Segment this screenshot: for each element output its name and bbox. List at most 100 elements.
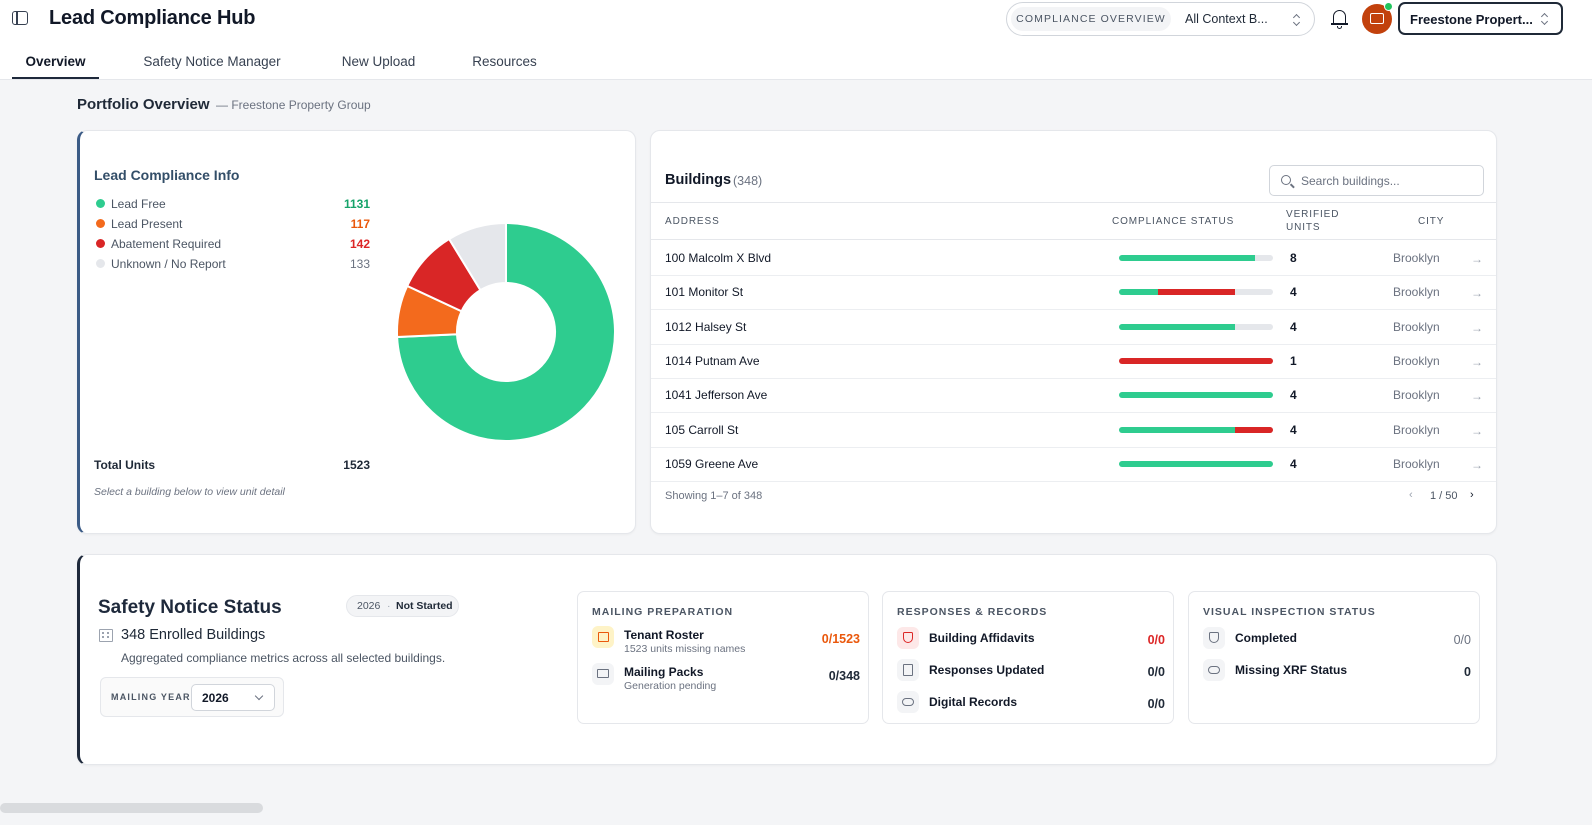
chat-button[interactable] <box>1362 2 1393 34</box>
badge-separator: · <box>387 600 391 612</box>
responses-records-panel: RESPONSES & RECORDS Building Affidavits … <box>882 591 1174 724</box>
detail-hint: Select a building below to view unit det… <box>94 486 285 498</box>
cloud-upload-icon <box>1203 659 1225 681</box>
enrolled-buildings: 348 Enrolled Buildings <box>121 627 266 643</box>
sidebar-toggle-icon[interactable] <box>12 11 28 25</box>
legend-label: Lead Present <box>111 217 183 231</box>
tab-safety-notice-manager[interactable]: Safety Notice Manager <box>143 54 281 69</box>
status-lead-free-segment <box>1119 255 1255 261</box>
mailing-year-label: MAILING YEAR <box>111 692 191 702</box>
donut-slice-unknown-no-report[interactable] <box>447 221 507 292</box>
top-bar: Lead Compliance Hub COMPLIANCE OVERVIEW … <box>0 0 1592 80</box>
building-affidavits-row[interactable]: Building Affidavits 0/0 <box>897 627 1165 657</box>
column-verified-units-line2: UNITS <box>1286 222 1321 233</box>
column-verified-units[interactable]: VERIFIED <box>1286 209 1340 220</box>
context-value[interactable]: All Context B... <box>1185 12 1268 26</box>
column-city[interactable]: CITY <box>1418 216 1445 227</box>
table-row[interactable]: 1059 Greene Ave 4 Brooklyn → <box>651 447 1496 482</box>
verified-units: 4 <box>1290 456 1297 471</box>
tenant-roster-row[interactable]: Tenant Roster 1523 units missing names 0… <box>592 626 860 656</box>
building-address: 1041 Jefferson Ave <box>665 388 768 403</box>
status-abatement-segment <box>1119 357 1273 364</box>
table-row[interactable]: 1041 Jefferson Ave 4 Brooklyn → <box>651 378 1496 414</box>
building-address: 100 Malcolm X Blvd <box>665 251 772 265</box>
next-page-icon[interactable]: › <box>1470 489 1474 501</box>
legend-label: Abatement Required <box>111 237 222 251</box>
item-value: 0/1523 <box>821 632 860 646</box>
verified-units: 4 <box>1290 422 1297 437</box>
mailing-year-select[interactable]: 2026 <box>191 684 275 711</box>
legend-swatch <box>96 239 105 248</box>
completed-row[interactable]: Completed 0/0 <box>1203 627 1471 657</box>
search-placeholder: Search buildings... <box>1301 174 1400 188</box>
table-row[interactable]: 101 Monitor St 4 Brooklyn → <box>651 275 1496 311</box>
verified-units: 4 <box>1290 319 1297 334</box>
column-compliance-status[interactable]: COMPLIANCE STATUS <box>1112 216 1235 227</box>
responses-updated-row[interactable]: Responses Updated 0/0 <box>897 659 1165 689</box>
status-badge: 2026 · Not Started <box>346 595 459 617</box>
column-address[interactable]: ADDRESS <box>665 216 720 227</box>
status-lead-free-segment <box>1119 426 1235 433</box>
chat-icon <box>1370 13 1384 24</box>
table-row[interactable]: 1012 Halsey St 4 Brooklyn → <box>651 310 1496 345</box>
legend-swatch <box>96 199 105 208</box>
legend-value: 1131 <box>343 197 370 211</box>
item-value: 0/0 <box>1453 633 1471 647</box>
item-name: Missing XRF Status <box>1235 663 1348 677</box>
building-address: 1012 Halsey St <box>665 319 747 334</box>
search-buildings-input[interactable]: Search buildings... <box>1269 165 1484 196</box>
arrow-right-icon[interactable]: → <box>1471 252 1483 266</box>
context-switcher[interactable]: COMPLIANCE OVERVIEW All Context B... <box>1006 2 1315 36</box>
pagination: ‹ 1 / 50 › <box>1409 489 1479 505</box>
compliance-overview-segment[interactable]: COMPLIANCE OVERVIEW <box>1011 7 1171 31</box>
arrow-right-icon[interactable]: → <box>1471 286 1483 301</box>
arrow-right-icon[interactable]: → <box>1471 320 1483 335</box>
building-city: Brooklyn <box>1393 285 1440 300</box>
table-header: ADDRESS COMPLIANCE STATUS VERIFIED UNITS… <box>651 202 1496 240</box>
status-lead-free-segment <box>1119 460 1273 467</box>
compliance-status-bar <box>1119 323 1273 330</box>
arrow-right-icon[interactable]: → <box>1471 457 1483 472</box>
portfolio-select[interactable]: Freestone Propert... <box>1398 2 1563 35</box>
missing-xrf-row[interactable]: Missing XRF Status 0 <box>1203 659 1471 689</box>
document-icon <box>897 659 919 681</box>
item-value: 0/348 <box>828 669 860 683</box>
legend-value: 133 <box>349 257 370 271</box>
table-row[interactable]: 1014 Putnam Ave 1 Brooklyn → <box>651 344 1496 379</box>
building-address: 1059 Greene Ave <box>665 456 759 471</box>
compliance-status-bar <box>1119 289 1273 296</box>
tab-resources[interactable]: Resources <box>472 54 537 69</box>
buildings-count: (348) <box>733 174 763 188</box>
horizontal-scrollbar[interactable] <box>0 803 263 813</box>
arrow-right-icon[interactable]: → <box>1471 389 1483 404</box>
table-row[interactable]: 100 Malcolm X Blvd 8 Brooklyn → <box>651 241 1496 276</box>
mailing-year-control: MAILING YEAR 2026 <box>100 677 284 717</box>
prev-page-icon[interactable]: ‹ <box>1409 489 1413 501</box>
arrow-right-icon[interactable]: → <box>1471 354 1483 369</box>
verified-units: 8 <box>1290 251 1297 265</box>
bell-icon[interactable] <box>1331 9 1349 29</box>
chevron-down-icon <box>254 691 264 701</box>
table-row[interactable]: 105 Carroll St 4 Brooklyn → <box>651 413 1496 448</box>
donut-slice-lead-free[interactable] <box>396 221 616 442</box>
tab-new-upload[interactable]: New Upload <box>341 54 416 69</box>
status-abatement-segment <box>1157 289 1235 296</box>
legend-lead-present: Lead Present 117 <box>94 216 370 232</box>
item-name: Mailing Packs <box>624 665 704 679</box>
tab-overview[interactable]: Overview <box>12 44 99 79</box>
item-value: 0/0 <box>1147 697 1165 711</box>
verified-units: 4 <box>1290 388 1297 403</box>
up-down-chevron-icon <box>1541 12 1549 26</box>
building-address: 105 Carroll St <box>665 422 739 437</box>
mailing-packs-row[interactable]: Mailing Packs Generation pending 0/348 <box>592 663 860 693</box>
verified-units: 1 <box>1290 353 1297 368</box>
status-abatement-segment <box>1234 426 1273 433</box>
total-units-value: 1523 <box>343 458 370 472</box>
search-icon <box>1281 175 1291 185</box>
shield-icon <box>897 627 919 649</box>
status-lead-free-segment <box>1119 323 1235 330</box>
arrow-right-icon[interactable]: → <box>1471 423 1483 438</box>
buildings-card: Buildings (348) Search buildings... ADDR… <box>650 130 1497 534</box>
digital-records-row[interactable]: Digital Records 0/0 <box>897 691 1165 721</box>
building-icon <box>99 629 113 642</box>
